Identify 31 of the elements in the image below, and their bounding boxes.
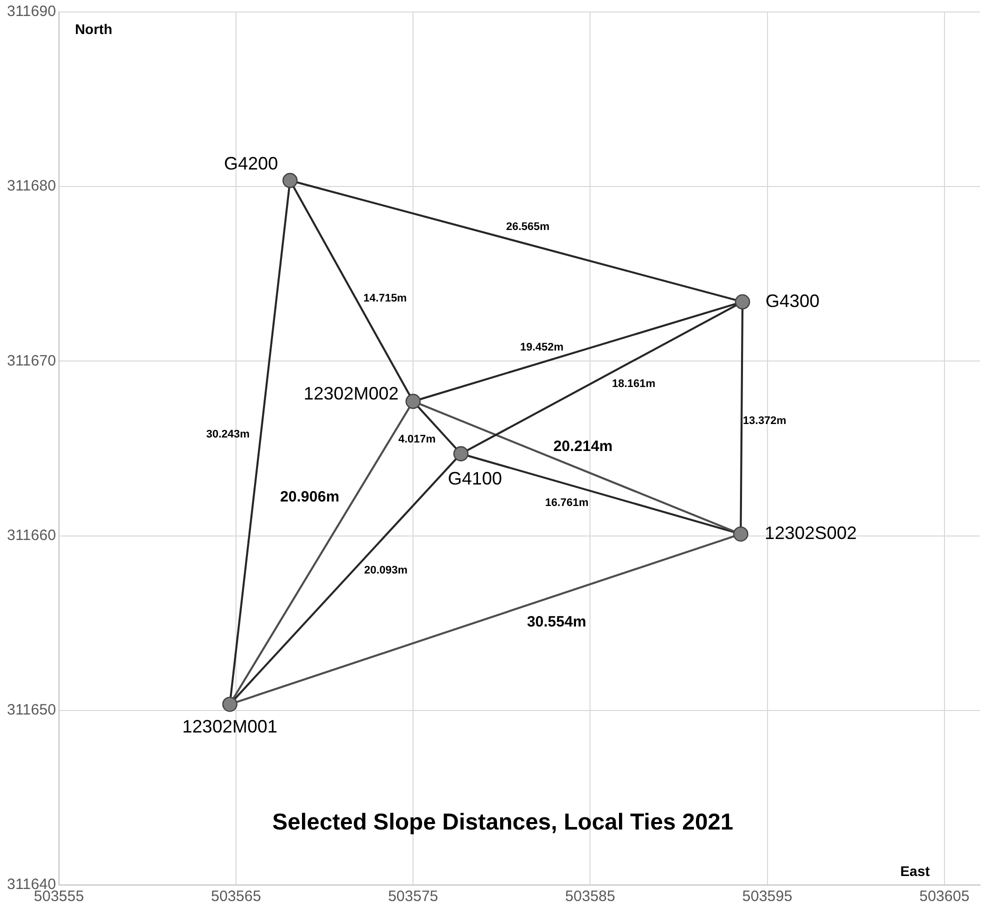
x-tick-label: 503585: [565, 888, 616, 906]
y-tick-label: 311690: [6, 3, 56, 20]
annotation: 14.715m: [363, 292, 408, 304]
annotation: 20.214m: [553, 438, 613, 455]
x-axis-title: East: [900, 862, 930, 879]
annotation: 12302M001: [182, 716, 278, 736]
y-tick-label: 311670: [6, 352, 56, 370]
annotation: 12302M002: [304, 383, 399, 404]
annotation: 20.906m: [280, 488, 340, 506]
annotation: G4100: [448, 468, 502, 489]
annotation: 12302S002: [764, 523, 857, 544]
annotation: 30.554m: [526, 613, 586, 630]
annotation: 18.161m: [612, 378, 656, 390]
x-tick-label: 503605: [919, 888, 970, 906]
annotation: 30.243m: [206, 428, 250, 440]
annotation: G4300: [765, 290, 820, 311]
y-axis-title: North: [74, 20, 112, 37]
text: Selected Slope Distances, Local Ties 2021: [272, 808, 734, 834]
x-tick-label: 503595: [742, 888, 792, 906]
y-tick-label: 311660: [6, 526, 56, 544]
annotation: 26.565m: [506, 220, 550, 233]
x-tick-label: 503565: [211, 888, 262, 906]
annotation: 13.372m: [742, 414, 787, 427]
y-tick-label: 311650: [6, 702, 56, 719]
annotation: 4.017m: [398, 434, 436, 446]
annotation: 16.761m: [545, 496, 589, 509]
annotation: 19.452m: [520, 342, 564, 354]
annotation: G4200: [224, 153, 278, 174]
x-tick-label: 503575: [388, 888, 438, 906]
y-tick-label: 311680: [6, 178, 56, 195]
annotation: 20.093m: [364, 564, 408, 576]
